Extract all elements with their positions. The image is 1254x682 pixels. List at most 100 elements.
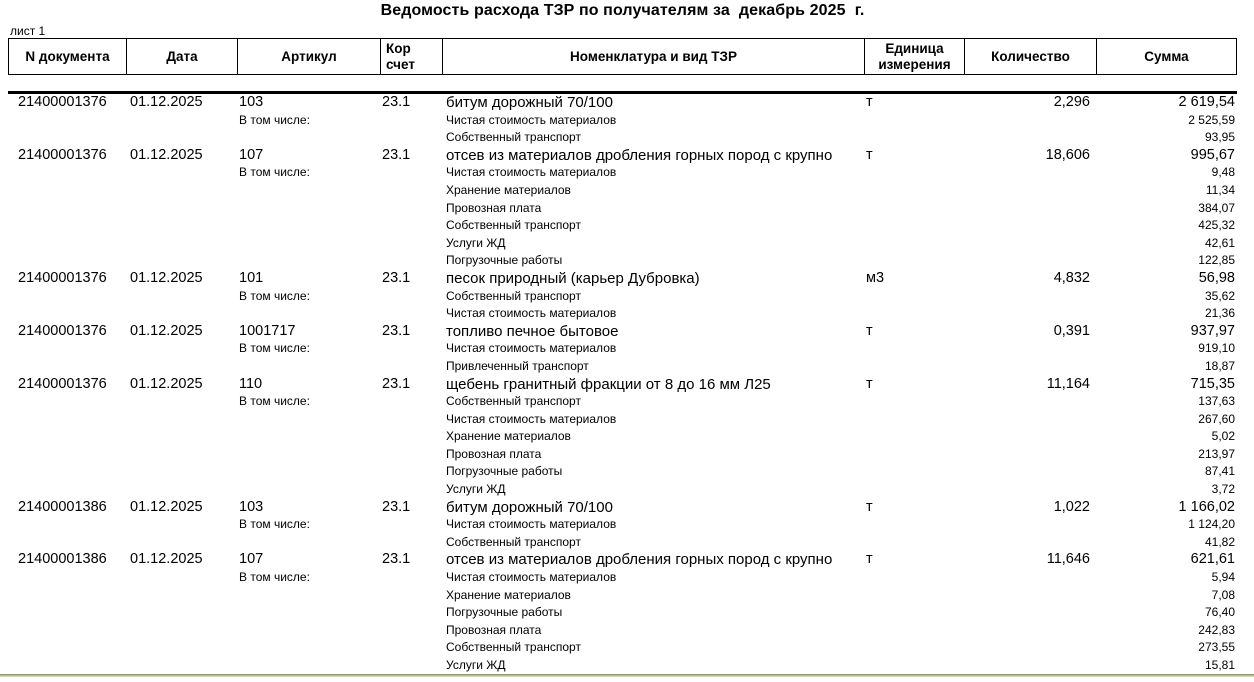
cell-detail-name: Чистая стоимость материалов <box>446 306 617 321</box>
cell-detail-name: Собственный транспорт <box>446 130 581 145</box>
cell-corr-account <box>380 534 442 552</box>
column-header-doc-number: N документа <box>9 39 127 74</box>
table-header: N документа Дата Артикул Кор счет Номенклату… <box>8 38 1237 75</box>
cell-quantity: 0,391 <box>1053 322 1090 339</box>
cell-detail-sum: 21,36 <box>1204 306 1235 321</box>
cell-corr-account <box>380 393 442 411</box>
table-detail-row: В том числе: Собственный транспорт 137,63 <box>8 393 1237 411</box>
cell-unit <box>864 112 964 130</box>
cell-date: 01.12.2025 <box>130 498 203 515</box>
cell-detail-name: Услуги ЖД <box>446 658 506 672</box>
cell-quantity <box>964 411 1096 429</box>
cell-detail-sum: 15,81 <box>1204 658 1235 672</box>
cell-corr-account <box>380 182 442 200</box>
cell-unit <box>864 463 964 481</box>
cell-article: 101 <box>239 269 264 286</box>
cell-date <box>126 411 237 429</box>
cell-doc-number <box>8 587 126 605</box>
cell-detail-sum: 3,72 <box>1211 482 1235 497</box>
cell-corr-account <box>380 622 442 640</box>
cell-detail-name: Погрузочные работы <box>446 253 563 268</box>
cell-quantity: 1,022 <box>1053 498 1090 515</box>
cell-detail-sum: 35,62 <box>1204 288 1235 303</box>
cell-detail-name: Привлеченный транспорт <box>446 358 589 373</box>
cell-including-label: В том числе: <box>239 288 310 303</box>
cell-article: 107 <box>239 146 264 163</box>
cell-doc-number <box>8 182 126 200</box>
cell-detail-sum: 11,34 <box>1205 182 1235 197</box>
cell-including-label <box>237 481 380 499</box>
column-header-date: Дата <box>127 39 238 74</box>
cell-unit <box>864 235 964 253</box>
cell-unit: т <box>866 94 873 110</box>
cell-corr-account: 23.1 <box>382 375 411 392</box>
table-detail-row: В том числе: Чистая стоимость материалов 9… <box>8 164 1237 182</box>
cell-unit: т <box>866 375 873 392</box>
table-row: 21400001376 01.12.2025 101 23.1 песок природ… <box>8 270 1237 288</box>
table-detail-row: В том числе: Чистая стоимость материалов 5… <box>8 569 1237 587</box>
cell-including-label <box>237 639 380 657</box>
cell-including-label <box>237 622 380 640</box>
cell-quantity <box>964 182 1096 200</box>
cell-quantity <box>964 428 1096 446</box>
cell-date: 01.12.2025 <box>130 375 203 392</box>
cell-date <box>126 446 237 464</box>
cell-detail-sum: 273,55 <box>1198 640 1235 655</box>
table-detail-row: Собственный транспорт 41,82 <box>8 534 1237 552</box>
cell-including-label <box>237 358 380 376</box>
cell-including-label <box>237 657 380 675</box>
sheet-label: лист 1 <box>10 24 46 38</box>
cell-quantity <box>964 305 1096 323</box>
cell-detail-sum: 2 525,59 <box>1188 112 1235 127</box>
cell-unit <box>864 516 964 534</box>
cell-date <box>126 428 237 446</box>
cell-corr-account <box>380 288 442 306</box>
cell-quantity <box>964 252 1096 270</box>
cell-quantity: 11,646 <box>1046 551 1090 568</box>
cell-detail-name: Чистая стоимость материалов <box>446 165 617 180</box>
cell-quantity <box>964 534 1096 552</box>
cell-quantity <box>964 217 1096 235</box>
cell-doc-number: 21400001376 <box>18 322 107 339</box>
cell-date <box>126 569 237 587</box>
cell-doc-number <box>8 639 126 657</box>
cell-detail-sum: 41,82 <box>1204 534 1235 549</box>
cell-including-label <box>237 305 380 323</box>
cell-detail-sum: 93,95 <box>1204 130 1235 145</box>
cell-nomenclature: битум дорожный 70/100 <box>446 94 613 111</box>
table-detail-row: Провозная плата 242,83 <box>8 622 1237 640</box>
cell-unit <box>864 446 964 464</box>
table-detail-row: В том числе: Чистая стоимость материалов 2… <box>8 112 1237 130</box>
column-header-unit: Единица измерения <box>865 39 965 74</box>
table-row: 21400001376 01.12.2025 1001717 23.1 топливо … <box>8 323 1237 341</box>
cell-including-label <box>237 217 380 235</box>
cell-doc-number <box>8 252 126 270</box>
table-detail-row: Провозная плата 384,07 <box>8 200 1237 218</box>
cell-date: 01.12.2025 <box>130 269 203 286</box>
cell-nomenclature: щебень гранитный фракции от 8 до 16 мм Л… <box>446 375 771 393</box>
cell-corr-account: 23.1 <box>382 322 411 339</box>
cell-corr-account <box>380 446 442 464</box>
cell-doc-number <box>8 235 126 253</box>
cell-nomenclature: битум дорожный 70/100 <box>446 498 613 516</box>
cell-corr-account: 23.1 <box>382 551 411 568</box>
cell-sum: 621,61 <box>1190 551 1235 568</box>
cell-date <box>126 639 237 657</box>
cell-unit <box>864 217 964 235</box>
cell-unit: т <box>866 498 873 515</box>
cell-detail-name: Чистая стоимость материалов <box>446 570 617 585</box>
cell-quantity: 18,606 <box>1045 146 1090 163</box>
cell-quantity <box>964 393 1096 411</box>
cell-detail-sum: 122,85 <box>1198 253 1235 268</box>
cell-quantity <box>964 129 1096 147</box>
cell-quantity: 11,164 <box>1046 375 1090 392</box>
cell-doc-number <box>8 217 126 235</box>
cell-article: 107 <box>239 551 264 568</box>
cell-unit <box>864 252 964 270</box>
table-detail-row: В том числе: Чистая стоимость материалов 1… <box>8 516 1237 534</box>
cell-including-label <box>237 129 380 147</box>
cell-doc-number <box>8 481 126 499</box>
cell-quantity <box>964 200 1096 218</box>
cell-including-label <box>237 182 380 200</box>
cell-corr-account <box>380 112 442 130</box>
